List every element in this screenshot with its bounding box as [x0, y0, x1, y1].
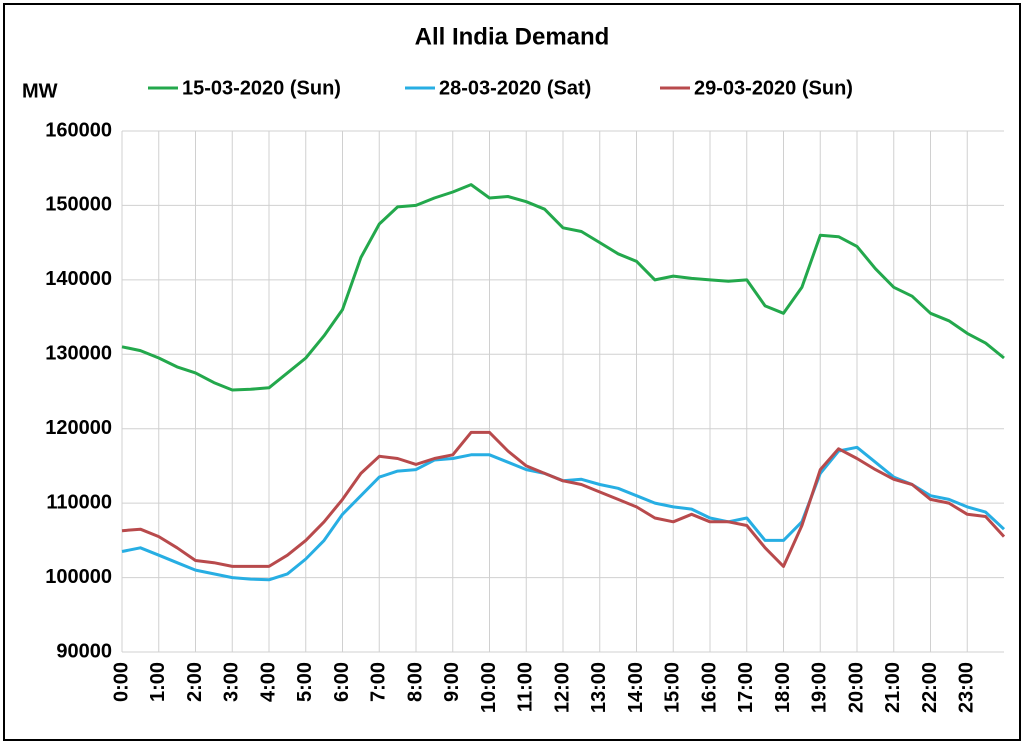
x-tick-label: 18:00: [772, 662, 794, 713]
x-tick-label: 20:00: [845, 662, 867, 713]
x-tick-label: 2:00: [184, 662, 206, 702]
x-tick-label: 6:00: [331, 662, 353, 702]
x-tick-label: 11:00: [515, 662, 537, 712]
x-tick-label: 7:00: [368, 662, 390, 702]
x-tick-label: 8:00: [404, 662, 426, 702]
x-tick-label: 16:00: [698, 662, 720, 713]
x-tick-label: 21:00: [882, 662, 904, 713]
series-line: [121, 430, 1006, 568]
y-tick-label: 150000: [45, 194, 112, 216]
y-tick-label: 160000: [45, 119, 112, 141]
y-tick-label: 110000: [46, 491, 112, 513]
y-tick-label: 120000: [45, 417, 112, 439]
x-tick-label: 10:00: [478, 662, 500, 713]
y-tick-label: 90000: [56, 640, 112, 662]
y-tick-label: 140000: [45, 268, 112, 290]
legend-label: 15-03-2020 (Sun): [182, 77, 341, 99]
x-tick-label: 9:00: [441, 662, 463, 702]
chart-border: [3, 3, 1021, 741]
x-tick-label: 23:00: [956, 662, 978, 713]
x-tick-label: 17:00: [735, 662, 757, 713]
chart-title: All India Demand: [415, 23, 610, 50]
x-tick-label: 19:00: [809, 662, 831, 713]
x-tick-label: 3:00: [221, 662, 243, 702]
x-tick-label: 13:00: [588, 662, 610, 713]
x-tick-label: 1:00: [147, 662, 169, 702]
legend-label: 28-03-2020 (Sat): [439, 77, 591, 99]
x-tick-label: 22:00: [919, 662, 941, 713]
series-line: [121, 183, 1005, 392]
y-tick-label: 130000: [45, 343, 112, 365]
x-tick-label: 0:00: [110, 662, 132, 702]
x-tick-label: 5:00: [294, 662, 316, 702]
x-tick-label: 15:00: [662, 662, 684, 713]
legend-label: 29-03-2020 (Sun): [694, 77, 853, 99]
x-tick-label: 14:00: [625, 662, 647, 713]
y-axis-label: MW: [22, 80, 58, 102]
y-tick-label: 100000: [45, 566, 112, 588]
x-tick-label: 12:00: [551, 662, 573, 713]
x-tick-label: 4:00: [257, 662, 279, 702]
